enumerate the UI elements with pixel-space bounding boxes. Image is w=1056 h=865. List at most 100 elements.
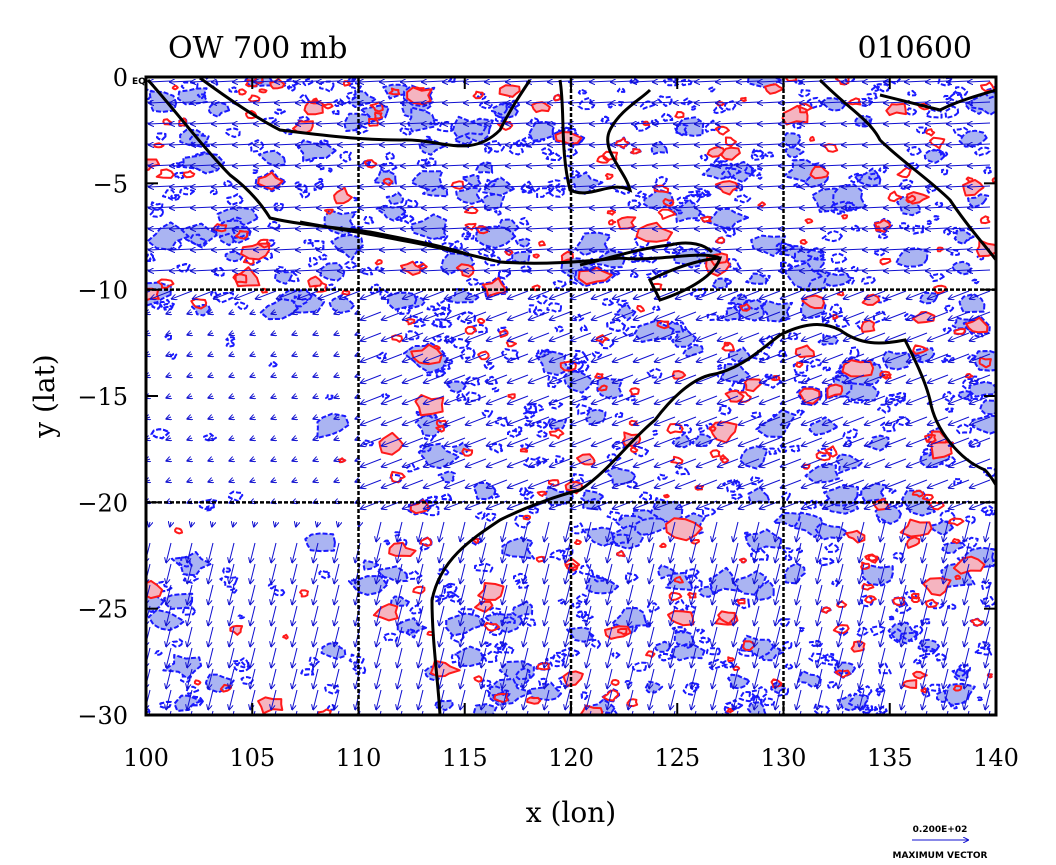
contour-blob [464, 325, 477, 335]
contour-blob [367, 117, 379, 127]
contour-blob [699, 636, 711, 644]
contour-blob [399, 126, 412, 137]
contour-blob [984, 508, 993, 517]
contour-blob [714, 125, 730, 136]
contour-blob [764, 151, 775, 158]
contour-blob [701, 507, 717, 518]
contour-blob [924, 433, 937, 444]
contour-blob [448, 593, 462, 603]
contour-blob [428, 118, 440, 126]
contour-blob [715, 153, 730, 164]
contour-blob [823, 484, 859, 507]
contour-blob [906, 146, 922, 156]
contour-blob [228, 86, 238, 93]
contour-blob [355, 125, 369, 135]
contour-blob [604, 466, 637, 486]
contour-blob [297, 139, 337, 163]
contour-blob [824, 542, 840, 553]
contour-blob [547, 375, 563, 389]
contour-blob [591, 351, 603, 359]
contour-blob [472, 537, 480, 544]
contour-blob [600, 115, 611, 124]
contour-blob [477, 317, 486, 325]
contour-blob [727, 656, 735, 663]
contour-blob [514, 514, 532, 529]
contour-blob [511, 250, 532, 264]
contour-blob [634, 517, 669, 536]
contour-blob [483, 362, 495, 370]
contour-blob [954, 574, 962, 581]
contour-blob [219, 575, 239, 588]
contour-blob [442, 582, 458, 594]
contour-blob [721, 166, 742, 179]
contour-blob [459, 347, 476, 360]
contour-blob [156, 132, 167, 142]
contour-blob [182, 606, 197, 616]
contour-blob [473, 675, 483, 683]
contour-blob [744, 528, 782, 552]
contour-blob [953, 477, 962, 486]
contour-blob [577, 88, 588, 95]
contour-blob [935, 653, 947, 662]
contour-blob [381, 392, 390, 400]
y-tick-label: 0 [113, 64, 128, 92]
contour-blob [841, 359, 875, 378]
contour-blob [878, 662, 892, 675]
contour-blob [610, 679, 620, 687]
contour-blob [796, 547, 803, 554]
title-left: OW 700 mb [168, 31, 347, 66]
wind-vector [254, 81, 277, 82]
contour-blob [626, 698, 639, 708]
contour-blob [616, 87, 626, 93]
contour-blob [668, 198, 702, 224]
contour-blob [391, 334, 403, 343]
contour-blob [170, 193, 182, 201]
contour-blob [545, 654, 565, 668]
wind-vector [359, 81, 382, 82]
contour-blob [629, 387, 640, 396]
contour-blob [614, 411, 624, 419]
contour-blob [617, 628, 628, 636]
contour-blob [436, 594, 448, 601]
contour-blob [405, 318, 416, 326]
contour-blob [575, 403, 593, 416]
contour-blob [756, 173, 763, 180]
contour-blob [980, 596, 996, 608]
contour-blob [809, 135, 816, 142]
contour-blob [797, 102, 813, 114]
contour-blob [905, 536, 921, 549]
contour-blob [464, 233, 471, 238]
contour-blob [450, 180, 465, 190]
y-tick-label: −15 [77, 383, 128, 411]
contour-blob [519, 447, 529, 453]
contour-blob [535, 294, 548, 306]
contour-blob [374, 111, 383, 120]
contour-blob [382, 632, 399, 642]
contour-blob [806, 247, 826, 260]
corner-label: EQ [132, 77, 146, 87]
contour-blob [299, 93, 310, 104]
contour-blob [602, 689, 620, 702]
contour-blob [751, 148, 764, 159]
x-tick-label: 135 [867, 744, 913, 772]
contour-blob [717, 610, 736, 625]
contour-blob [171, 84, 179, 91]
contour-blob [933, 215, 940, 221]
contour-blob [673, 599, 689, 612]
contour-blob [473, 562, 494, 573]
vector-legend-label: MAXIMUM VECTOR [892, 851, 987, 861]
contour-blob [786, 331, 799, 341]
contour-blob [225, 336, 236, 343]
contour-blob [153, 580, 173, 594]
contour-blob [575, 610, 587, 619]
contour-blob [424, 371, 432, 377]
contour-blob [606, 453, 622, 463]
contour-blob [616, 550, 626, 557]
contour-blob [445, 583, 453, 589]
contour-blob [433, 306, 452, 317]
contour-blob [616, 216, 637, 230]
contour-blob [656, 320, 670, 330]
contour-blob [406, 627, 417, 634]
contour-blob [907, 89, 917, 97]
contour-blob [736, 598, 746, 605]
